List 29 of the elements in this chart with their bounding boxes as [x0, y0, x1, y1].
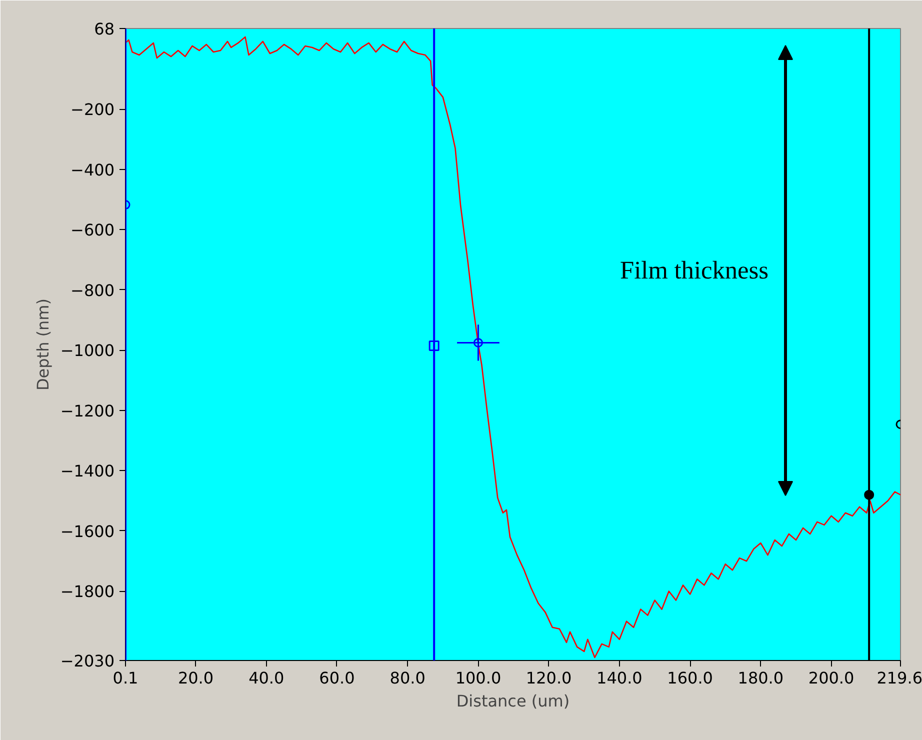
y-tick-label: −1400 [60, 462, 114, 481]
x-tick-label: 60.0 [319, 668, 355, 688]
x-tick-label: 100.0 [455, 668, 502, 688]
x-tick-label: 40.0 [248, 668, 284, 688]
x-tick-label: 120.0 [526, 668, 572, 688]
x-tick-label: 200.0 [808, 668, 854, 688]
line-series [126, 36, 900, 658]
y-tick-label: −2030 [60, 652, 114, 670]
y-axis-title: Depth (nm) [33, 298, 52, 391]
point [428, 340, 440, 351]
x-tick-label: 219.6 [876, 668, 922, 688]
y-tick-label: −800 [70, 280, 115, 300]
x-axis-title: Distance (um) [456, 692, 570, 710]
y-tick-label: −1600 [60, 522, 114, 541]
annotation: Film thickness [620, 256, 769, 284]
y-tick-label: −1000 [60, 341, 114, 360]
x-tick-label: 140.0 [596, 668, 642, 688]
y-tick-label: −1200 [60, 401, 114, 420]
x-tick-label: 0.1 [112, 668, 138, 688]
x-tick-label: 180.0 [738, 668, 784, 688]
x-tick-label: 20.0 [178, 668, 214, 688]
x-tick-label: 160.0 [667, 668, 713, 688]
y-tick-label: −400 [70, 160, 115, 180]
y-tick-label: −1800 [60, 582, 114, 602]
y-tick-label: 68 [94, 20, 114, 38]
y-tick-label: −600 [70, 220, 115, 240]
x-tick-label: 80.0 [390, 668, 426, 688]
y-tick-label: −200 [70, 100, 115, 120]
point [473, 338, 483, 348]
